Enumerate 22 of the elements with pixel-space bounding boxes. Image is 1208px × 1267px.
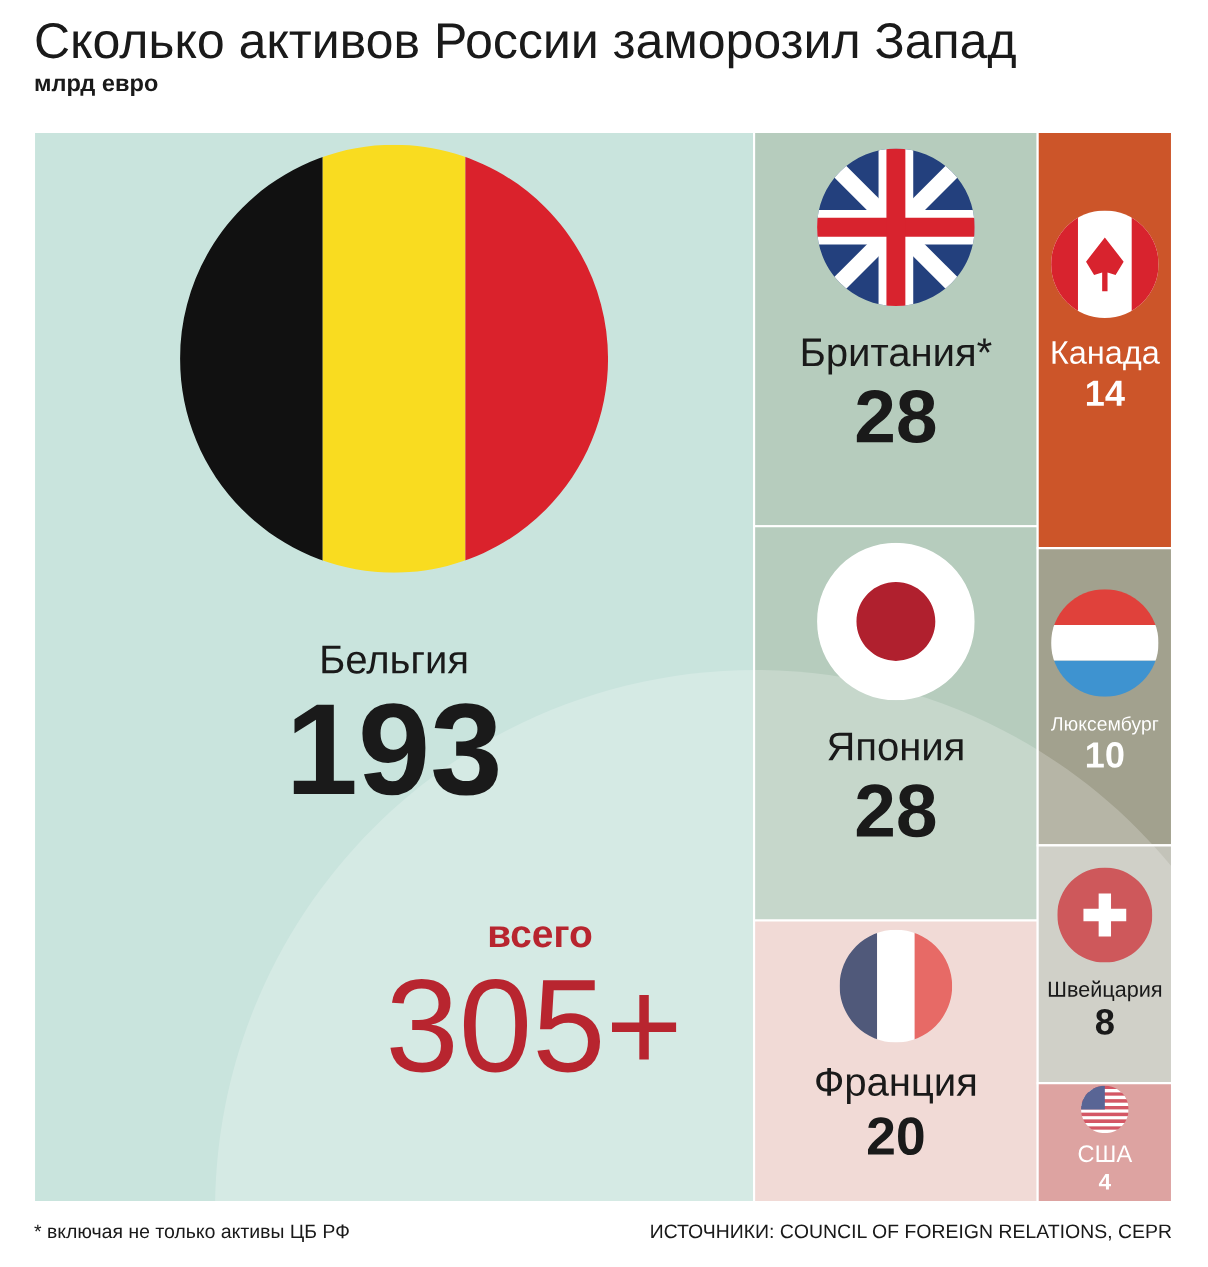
category-label: Франция	[816, 1067, 976, 1104]
text: * включая не только активы ЦБ РФ	[34, 1224, 349, 1242]
data-label: 20	[868, 1117, 924, 1156]
text: млрд евро	[35, 78, 158, 97]
data-label: 28	[856, 390, 936, 444]
category-label: Канада	[1052, 341, 1160, 371]
category-label: Бельгия	[322, 645, 467, 674]
text: 305+	[390, 978, 677, 1073]
category-label: Швейцария	[1048, 980, 1162, 1002]
data-label: 28	[856, 784, 936, 838]
category-label: Люксембург	[1050, 716, 1159, 735]
data-label: 8	[1095, 1008, 1114, 1035]
text: Сколько активов России заморозил Запад	[36, 23, 1016, 69]
text: всего	[489, 926, 592, 948]
category-label: США	[1078, 1145, 1133, 1163]
category-label: Япония	[828, 732, 963, 761]
data-label: 14	[1086, 380, 1125, 406]
category-label: Британия*	[802, 338, 992, 375]
data-label: 4	[1098, 1173, 1111, 1190]
data-label: 10	[1086, 742, 1124, 768]
data-label: 193	[293, 703, 498, 796]
text: ИСТОЧНИКИ: COUNCIL OF FOREIGN RELATIONS, CEPR	[651, 1224, 1172, 1241]
